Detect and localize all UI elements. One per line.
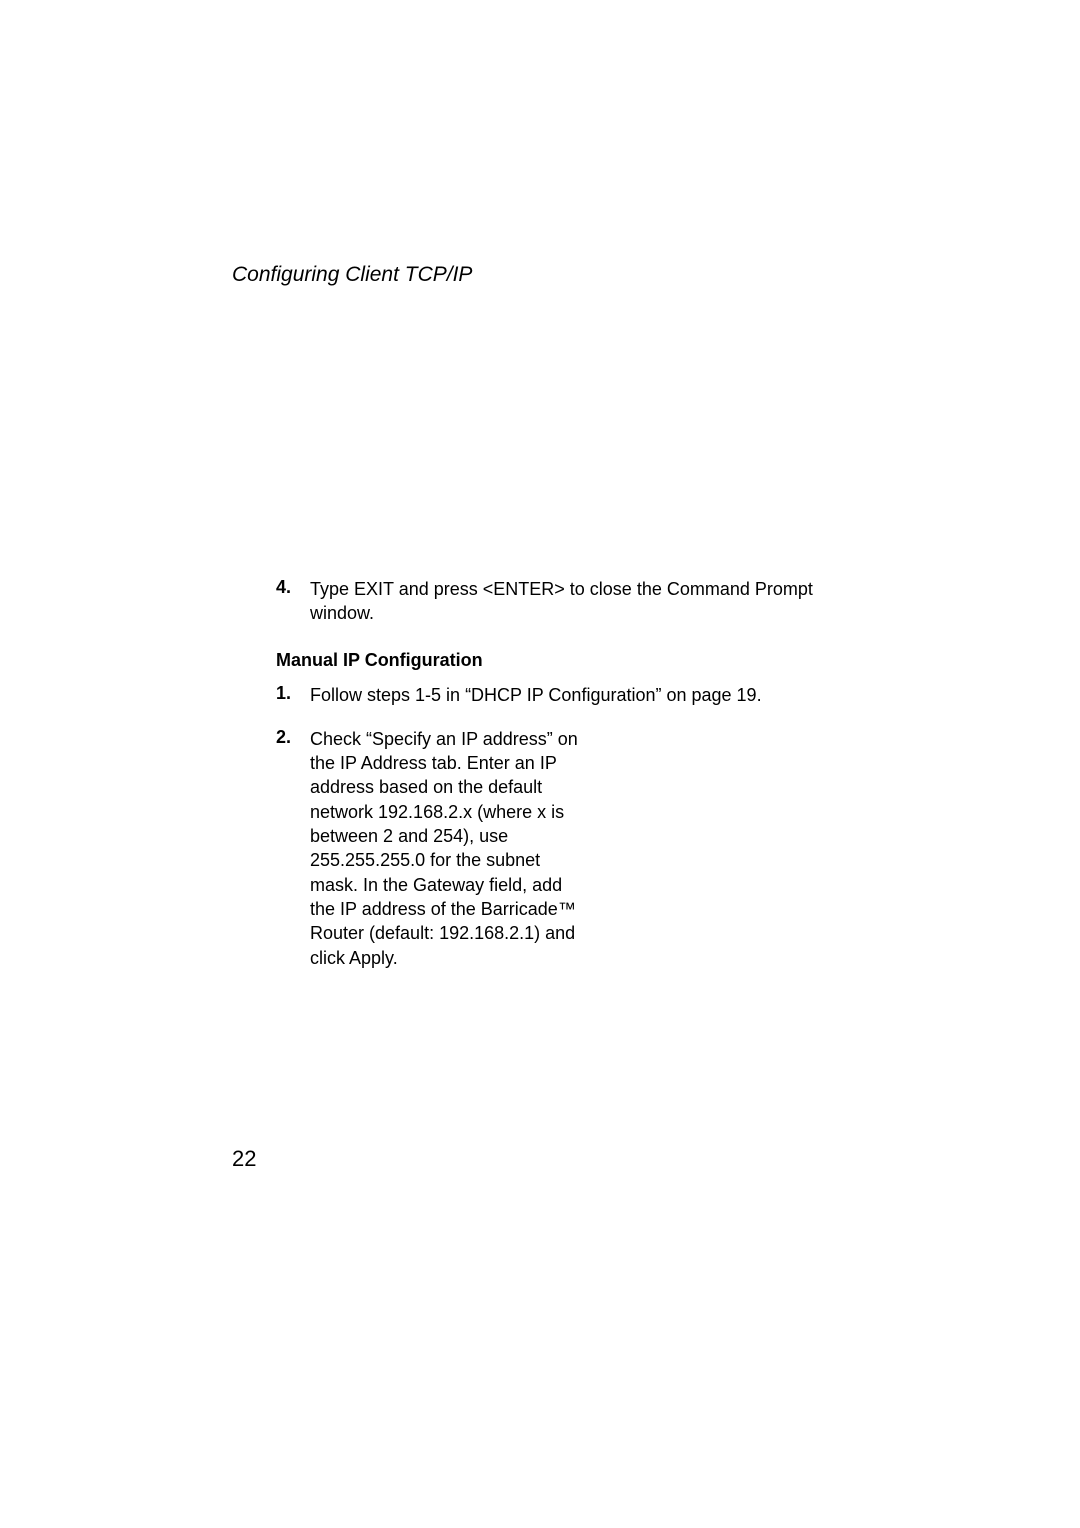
instruction-item-4: 4. Type EXIT and press <ENTER> to close … <box>232 577 852 626</box>
page-content: Configuring Client TCP/IP 4. Type EXIT a… <box>232 263 852 990</box>
page-number: 22 <box>232 1146 256 1172</box>
step-number: 1. <box>276 683 310 707</box>
section-heading: Manual IP Configuration <box>276 650 852 671</box>
step-text: Follow steps 1-5 in “DHCP IP Configurati… <box>310 683 762 707</box>
step-2: 2. Check “Specify an IP address” on the … <box>232 727 852 970</box>
step-1: 1. Follow steps 1-5 in “DHCP IP Configur… <box>232 683 852 707</box>
item-number: 4. <box>276 577 310 626</box>
item-text: Type EXIT and press <ENTER> to close the… <box>310 577 852 626</box>
page-header-title: Configuring Client TCP/IP <box>232 263 852 287</box>
step-number: 2. <box>276 727 310 970</box>
step-text: Check “Specify an IP address” on the IP … <box>310 727 578 970</box>
